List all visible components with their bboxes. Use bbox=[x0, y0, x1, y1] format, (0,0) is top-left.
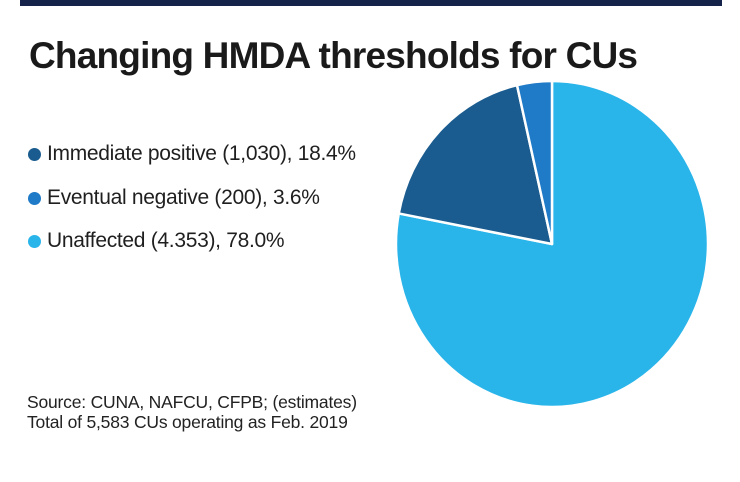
legend-item-label: Eventual negative (200), 3.6% bbox=[47, 186, 320, 209]
source-line: Total of 5,583 CUs operating as Feb. 201… bbox=[27, 411, 348, 432]
pie-slice-immediate-positive bbox=[397, 83, 554, 246]
page-title: Changing HMDA thresholds for CUs bbox=[29, 35, 638, 76]
legend-item: Eventual negative (200), 3.6% bbox=[28, 185, 320, 211]
legend-item-label: Unaffected (4.353), 78.0% bbox=[47, 229, 285, 252]
legend-bullet-icon bbox=[28, 191, 41, 205]
legend-item: Unaffected (4.353), 78.0% bbox=[28, 228, 285, 254]
pie-slice-unaffected bbox=[394, 79, 710, 409]
pie-slice-eventual-negative bbox=[515, 79, 554, 246]
source-line: Source: CUNA, NAFCU, CFPB; (estimates) bbox=[27, 392, 357, 412]
legend-bullet-icon bbox=[28, 147, 41, 161]
brand-top-bar bbox=[20, 0, 722, 6]
legend-item: Immediate positive (1,030), 18.4% bbox=[28, 141, 356, 167]
legend-bullet-icon bbox=[28, 234, 41, 248]
source-note: Source: CUNA, NAFCU, CFPB; (estimates) T… bbox=[27, 392, 357, 432]
legend-item-label: Immediate positive (1,030), 18.4% bbox=[47, 142, 356, 165]
